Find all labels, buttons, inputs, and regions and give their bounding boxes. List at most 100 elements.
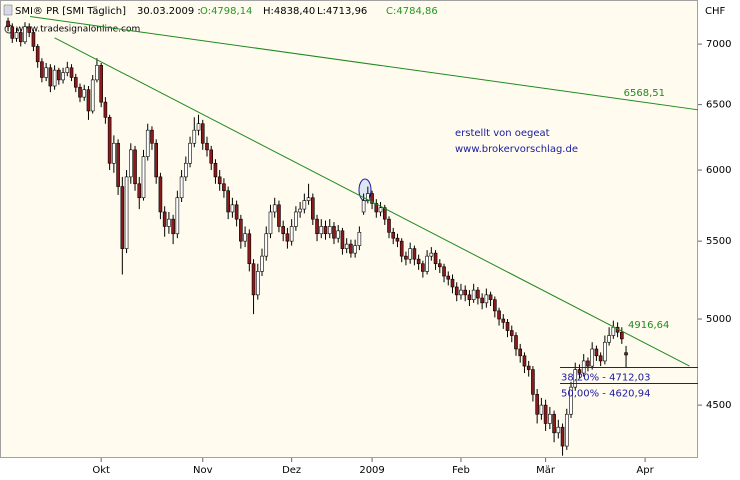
candle-body xyxy=(425,255,429,272)
candle-body xyxy=(560,426,565,447)
candle-body xyxy=(471,289,476,300)
candle-body xyxy=(564,413,569,447)
candle-body xyxy=(255,271,260,296)
candle-body xyxy=(171,218,175,235)
x-tick-label: Apr xyxy=(636,465,654,476)
header-low: L:4713,96 xyxy=(317,6,367,17)
x-tick-label: Nov xyxy=(193,465,213,476)
plot-area xyxy=(0,0,698,458)
candle-body xyxy=(289,226,294,242)
candle-body xyxy=(112,142,116,164)
trendline-label: 6568,51 xyxy=(624,88,665,99)
candle-body xyxy=(213,162,218,178)
candle-body xyxy=(340,230,345,249)
candle-body xyxy=(514,335,518,350)
candle-body xyxy=(429,252,434,257)
candle-body xyxy=(264,233,269,257)
candle-body xyxy=(366,193,370,201)
candle-body xyxy=(103,101,108,118)
y-unit: CHF xyxy=(705,6,726,17)
candle-body xyxy=(467,294,472,300)
candle-body xyxy=(277,204,281,227)
candle-body xyxy=(154,142,158,178)
candle-body xyxy=(459,289,463,296)
candle-body xyxy=(31,32,36,47)
annotation: erstellt von oegeat xyxy=(455,128,550,139)
candle-body xyxy=(332,226,336,239)
candle-body xyxy=(594,348,599,357)
candle-body xyxy=(23,26,27,43)
candle-body xyxy=(311,197,315,220)
candle-body xyxy=(99,65,103,103)
candle-body xyxy=(260,255,264,272)
candle-body xyxy=(416,258,421,265)
candle-body xyxy=(319,226,324,235)
candle-body xyxy=(446,275,451,280)
candle-body xyxy=(484,294,489,304)
candle-body xyxy=(518,348,523,357)
candle-body xyxy=(205,142,209,151)
candle-body xyxy=(454,286,459,296)
candle-body xyxy=(387,218,391,233)
candle-body xyxy=(65,67,70,73)
candle-body xyxy=(175,197,180,235)
candle-body xyxy=(480,297,484,304)
candle-body xyxy=(302,200,307,210)
candle-body xyxy=(501,318,506,323)
header-high: H:4838,40 xyxy=(263,6,315,17)
candle-body xyxy=(408,248,412,260)
candle-body xyxy=(552,413,556,434)
y-tick-label: 5000 xyxy=(706,314,731,325)
candle-body xyxy=(620,331,624,340)
candle-body xyxy=(285,233,290,242)
candle-body xyxy=(607,335,611,343)
candle-body xyxy=(40,61,44,78)
candle-body xyxy=(463,289,467,296)
candle-body xyxy=(188,142,192,164)
candle-body xyxy=(14,32,19,39)
candle-body xyxy=(27,26,32,33)
x-tick-label: Dez xyxy=(282,465,301,476)
candle-body xyxy=(497,310,501,320)
candle-body xyxy=(395,237,400,242)
watermark: www.tradesignalonline.com xyxy=(16,25,140,35)
candle-body xyxy=(69,67,74,78)
candle-body xyxy=(226,190,230,213)
candle-body xyxy=(382,207,387,220)
candle-body xyxy=(611,326,616,336)
candle-body xyxy=(10,26,15,39)
candle-body xyxy=(543,404,548,424)
candle-body xyxy=(336,230,341,239)
candle-body xyxy=(247,233,252,265)
candle-body xyxy=(82,89,87,98)
header-open: O:4798,14 xyxy=(200,6,252,17)
candle-body xyxy=(361,200,366,213)
candle-body xyxy=(306,197,311,201)
candle-body xyxy=(577,369,582,374)
candle-body xyxy=(150,129,154,144)
candle-body xyxy=(531,369,535,395)
candle-body xyxy=(399,240,404,257)
y-tick-label: 4500 xyxy=(706,400,731,411)
header-date: 30.03.2009 : xyxy=(137,6,201,17)
candle-body xyxy=(509,330,514,336)
icon xyxy=(3,4,13,16)
candle-body xyxy=(556,426,561,434)
fib-label: 38,20% - 4712,03 xyxy=(561,372,650,383)
candle-body xyxy=(209,149,214,164)
candle-body xyxy=(158,176,163,213)
candle-body xyxy=(294,211,298,227)
candle-body xyxy=(378,207,383,213)
x-tick-label: Okt xyxy=(92,465,110,476)
y-tick-label: 6000 xyxy=(706,165,731,176)
candle-body xyxy=(107,117,112,164)
y-tick-label: 7000 xyxy=(706,39,731,50)
candle-body xyxy=(141,156,146,199)
candle-body xyxy=(272,204,277,213)
candle-body xyxy=(230,204,235,213)
candle-body xyxy=(192,129,197,144)
candle-body xyxy=(505,322,510,331)
candle-body xyxy=(196,123,201,131)
x-tick-label: 2009 xyxy=(359,465,384,476)
candle-body xyxy=(6,20,10,28)
